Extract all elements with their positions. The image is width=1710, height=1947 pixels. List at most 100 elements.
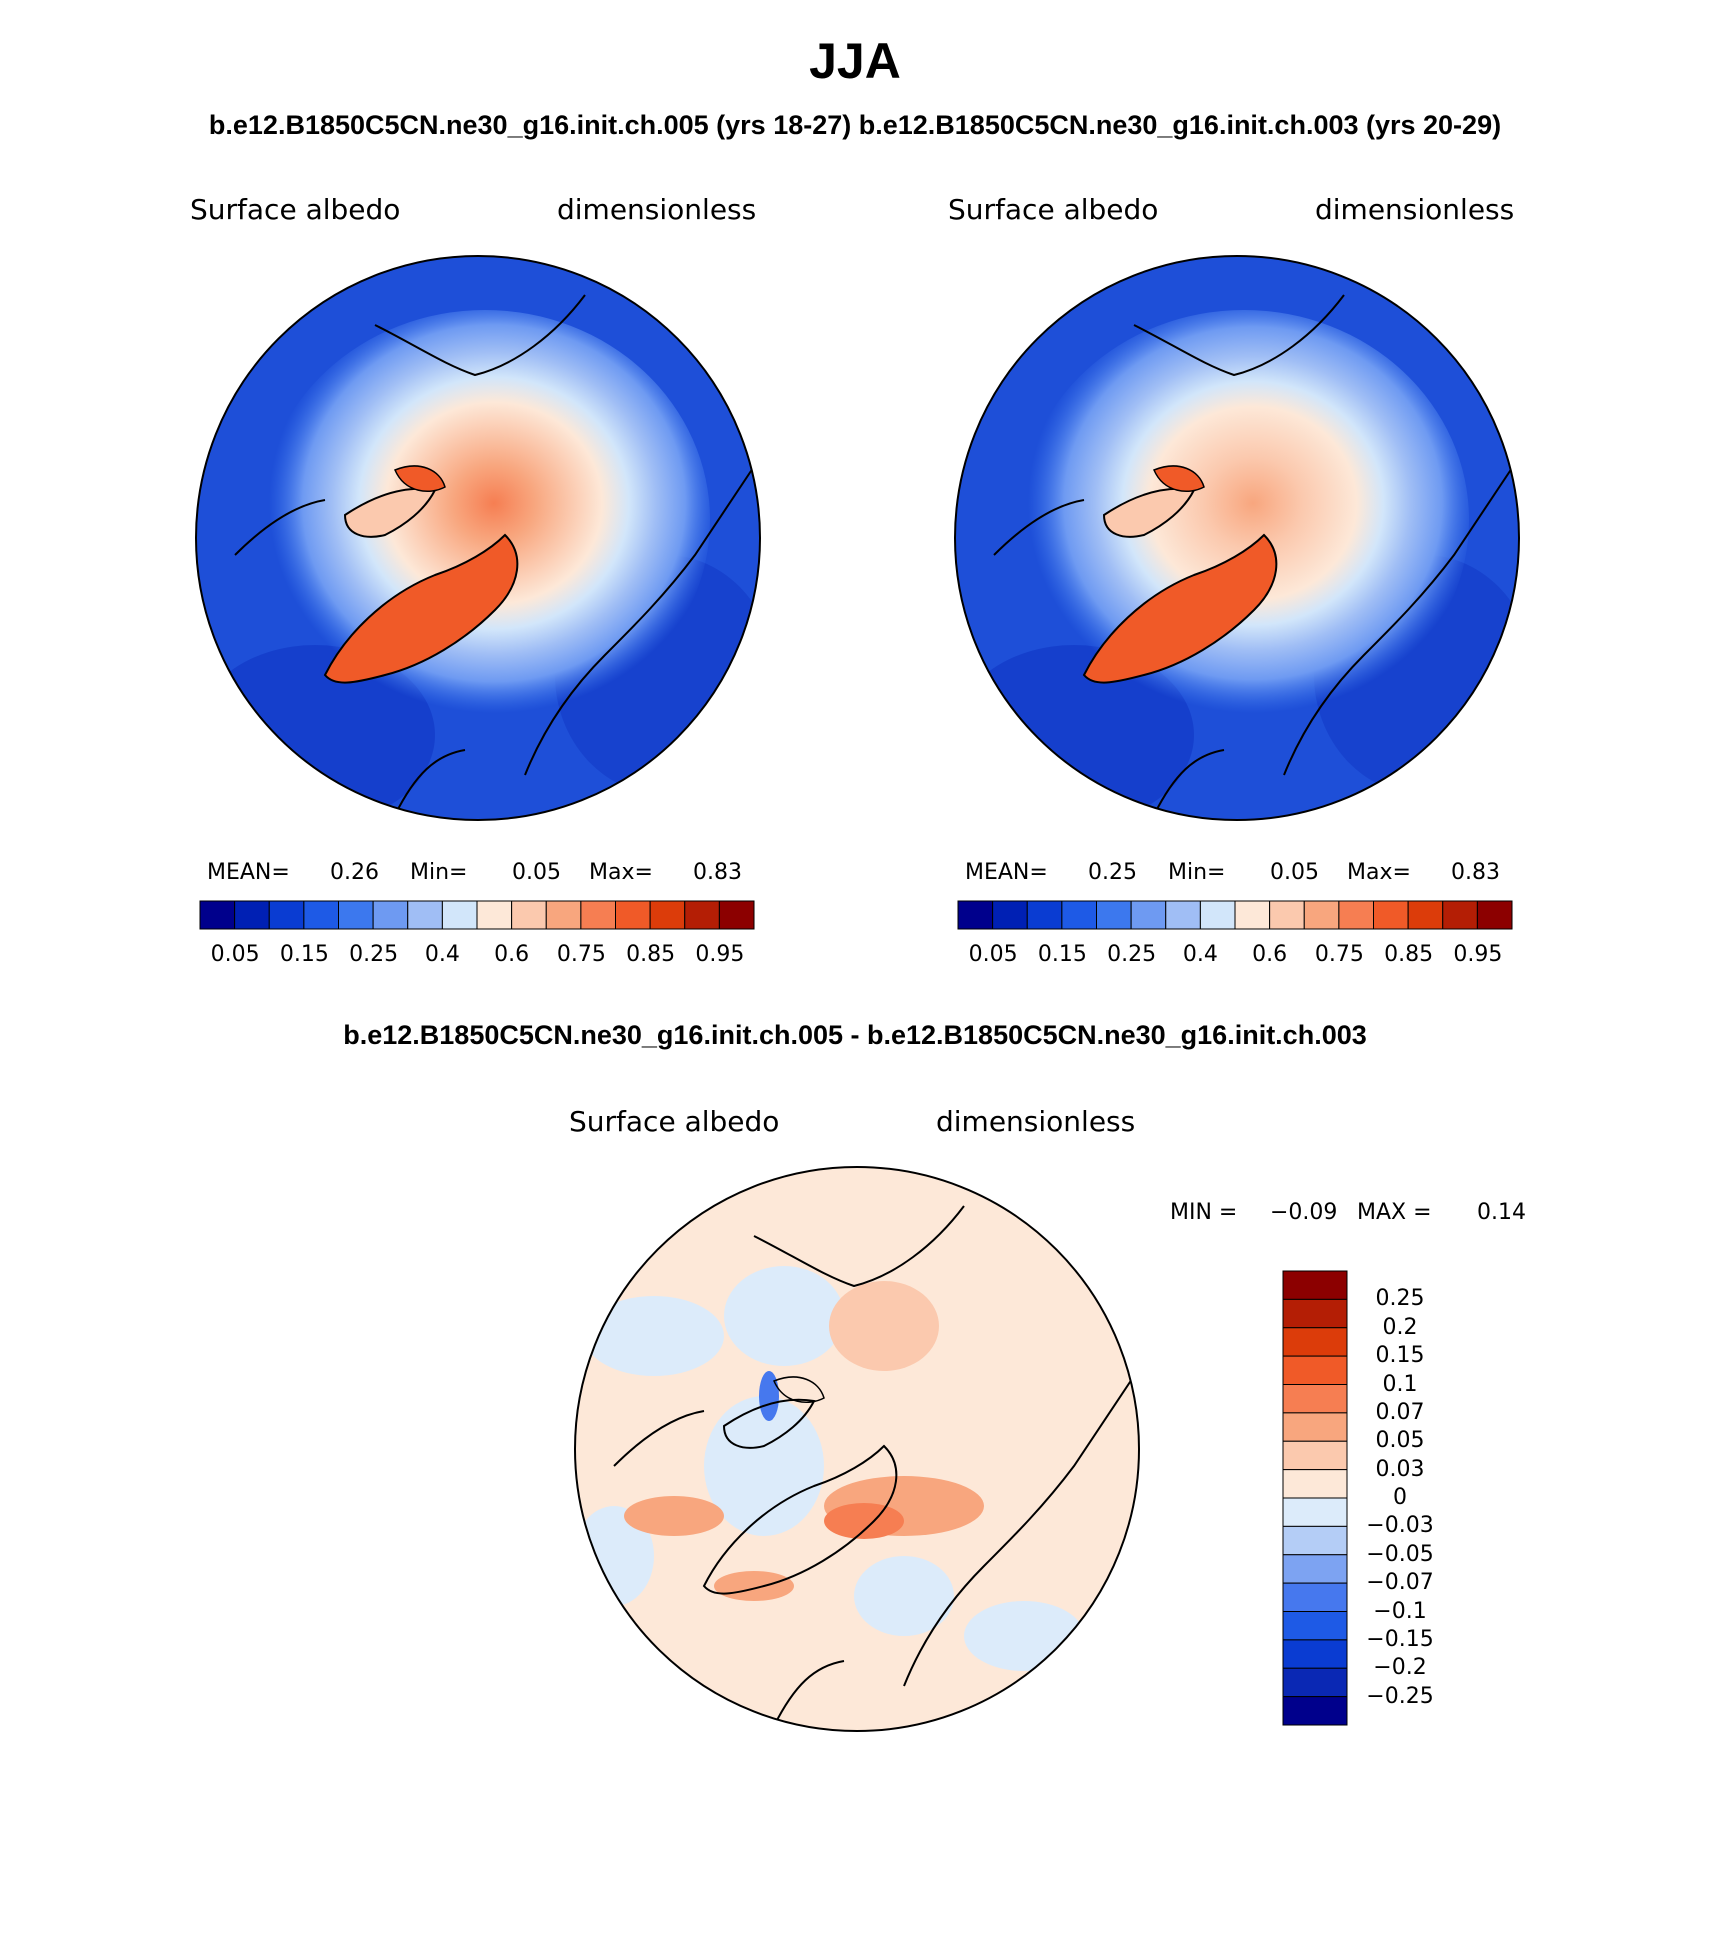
panel1-coastline-north: [374, 294, 586, 377]
diff-colorbar-swatch: [1282, 1497, 1348, 1527]
panel1-colorbar-swatch: [441, 900, 478, 930]
panel2-colorbar-tick-label: 0.25: [1107, 942, 1157, 967]
panel2-colorbar-swatch: [1407, 900, 1444, 930]
panel1-colorbar-tick-label: 0.75: [556, 942, 606, 967]
panel2-variable-label: Surface albedo: [948, 193, 1159, 226]
panel2-colorbar-swatch: [1199, 900, 1236, 930]
diff-colorbar-swatch: [1282, 1554, 1348, 1584]
diff-colorbar-swatch: [1282, 1327, 1348, 1357]
panel1-mean-value: 0.26: [330, 860, 379, 885]
panel2-colorbar-swatch: [957, 900, 994, 930]
panel2-colorbar-swatch: [1476, 900, 1513, 930]
panel2-coastline-eurasia: [1283, 464, 1515, 776]
panel1-colorbar-swatch: [615, 900, 651, 930]
diff-colorbar-tick-label: 0.15: [1375, 1343, 1425, 1369]
panel1-colorbar-tick-label: 0.25: [349, 942, 399, 967]
diff-colorbar-tick-label: 0.03: [1375, 1456, 1425, 1482]
panel1-colorbar-tick-label: 0.85: [626, 942, 676, 967]
panel2-units-label: dimensionless: [1315, 193, 1515, 226]
panel2-colorbar-swatch: [1338, 900, 1375, 930]
diff-colorbar-tick-label: 0.07: [1375, 1399, 1425, 1425]
panel2-mean-value: 0.25: [1088, 860, 1137, 885]
panel2-colorbar-swatch: [1373, 900, 1409, 930]
panel2-colorbar-tick-label: 0.6: [1252, 942, 1288, 967]
diff-colorbar-tick-label: −0.2: [1373, 1655, 1427, 1681]
panel2-colorbar-swatch: [992, 900, 1028, 930]
panel1-max-label: Max=: [589, 860, 653, 885]
diff-polar-map: [574, 1166, 1140, 1732]
diff-colorbar-swatch: [1282, 1611, 1348, 1641]
panel2-coastline-north: [1133, 294, 1345, 377]
panel1-archipelago: [343, 487, 437, 538]
diff-colorbar-tick-label: 0.25: [1375, 1286, 1425, 1312]
panel1-colorbar-tick-label: 0.15: [279, 942, 329, 967]
diff-colorbar-labels: 0.25 0.2 0.15 0.1 0.07 0.05 0.03 0 −0.03 −0.05 −0.…: [1360, 1270, 1480, 1726]
panel2-colorbar-swatch: [1096, 900, 1132, 930]
diff-coastline-eurasia: [903, 1375, 1135, 1687]
figure-title: JJA: [809, 33, 901, 89]
diff-max-label: MAX =: [1357, 1200, 1432, 1225]
panel2-polar-map: [954, 255, 1520, 821]
diff-colorbar-swatch: [1282, 1384, 1348, 1414]
diff-colorbar-tick-label: 0: [1393, 1485, 1407, 1510]
panel1-colorbar-swatch: [580, 900, 617, 930]
panel1-colorbar-swatch: [303, 900, 340, 930]
panel1-colorbar-swatch: [476, 900, 513, 930]
panel1-colorbar-swatch: [407, 900, 443, 930]
panel2-colorbar-swatch: [1303, 900, 1340, 930]
panel2-colorbar-swatch: [1026, 900, 1063, 930]
panel2-greenland: [1082, 533, 1278, 684]
panel2-colorbar-swatch: [1061, 900, 1098, 930]
diff-colorbar-swatch: [1282, 1639, 1348, 1669]
panel1-colorbar-swatch: [718, 900, 755, 930]
panel2-min-value: 0.05: [1270, 860, 1319, 885]
panel2-colorbar-swatch: [1130, 900, 1167, 930]
diff-greenland: [702, 1444, 898, 1595]
diff-colorbar-tick-label: 0.1: [1382, 1371, 1418, 1397]
diff-colorbar-tick-label: −0.15: [1366, 1626, 1434, 1652]
panel1-greenland: [323, 533, 519, 684]
panel1-colorbar-swatch: [372, 900, 409, 930]
panel1-colorbar-tick-label: 0.6: [494, 942, 530, 967]
panel1-colorbar: [199, 900, 755, 930]
panel1-colorbar-swatch: [268, 900, 305, 930]
panel1-colorbar-swatch: [338, 900, 374, 930]
diff-colorbar-swatch: [1282, 1696, 1348, 1726]
diff-colorbar-swatch: [1282, 1298, 1348, 1329]
panel2-colorbar-swatch: [1165, 900, 1201, 930]
panel2-colorbar-tick-label: 0.95: [1453, 942, 1503, 967]
panel2-colorbar-tick-label: 0.4: [1182, 942, 1218, 967]
panel2-colorbar-labels: 0.05 0.15 0.25 0.4 0.6 0.75 0.85 0.95: [958, 942, 1512, 972]
diff-colorbar-tick-label: −0.03: [1366, 1513, 1434, 1539]
panel1-colorbar-swatch: [199, 900, 236, 930]
panel2-colorbar-tick-label: 0.75: [1314, 942, 1364, 967]
diff-colorbar-swatch: [1282, 1469, 1348, 1499]
panel2-archipelago: [1102, 487, 1196, 538]
diff-colorbar-swatch: [1282, 1525, 1348, 1556]
panel1-colorbar-tick-label: 0.4: [424, 942, 460, 967]
panel1-max-value: 0.83: [693, 860, 742, 885]
panel2-colorbar-tick-label: 0.15: [1037, 942, 1087, 967]
panel2-mean-label: MEAN=: [965, 860, 1048, 885]
panel1-colorbar-tick-label: 0.95: [695, 942, 745, 967]
diff-min-label: MIN =: [1170, 1200, 1238, 1225]
panel2-max-label: Max=: [1347, 860, 1411, 885]
panel2-colorbar-tick-label: 0.85: [1384, 942, 1434, 967]
diff-min-value: −0.09: [1270, 1200, 1338, 1225]
diff-colorbar-swatch: [1282, 1582, 1348, 1613]
panel1-colorbar-labels: 0.05 0.15 0.25 0.4 0.6 0.75 0.85 0.95: [200, 942, 754, 972]
diff-units-label: dimensionless: [936, 1105, 1136, 1138]
diff-variable-label: Surface albedo: [569, 1105, 780, 1138]
panel2-colorbar-swatch: [1269, 900, 1305, 930]
panel2-max-value: 0.83: [1451, 860, 1500, 885]
diff-colorbar: [1282, 1270, 1348, 1726]
panel2-colorbar-tick-label: 0.05: [968, 942, 1018, 967]
diff-colorbar-swatch: [1282, 1412, 1348, 1442]
diff-colorbar-tick-label: −0.1: [1373, 1598, 1427, 1624]
panel1-colorbar-swatch: [649, 900, 686, 930]
panel1-colorbar-swatch: [684, 900, 720, 930]
diff-colorbar-tick-label: −0.05: [1366, 1541, 1434, 1567]
diff-max-value: 0.14: [1477, 1200, 1526, 1225]
panel1-min-label: Min=: [410, 860, 468, 885]
diff-colorbar-swatch: [1282, 1355, 1348, 1386]
